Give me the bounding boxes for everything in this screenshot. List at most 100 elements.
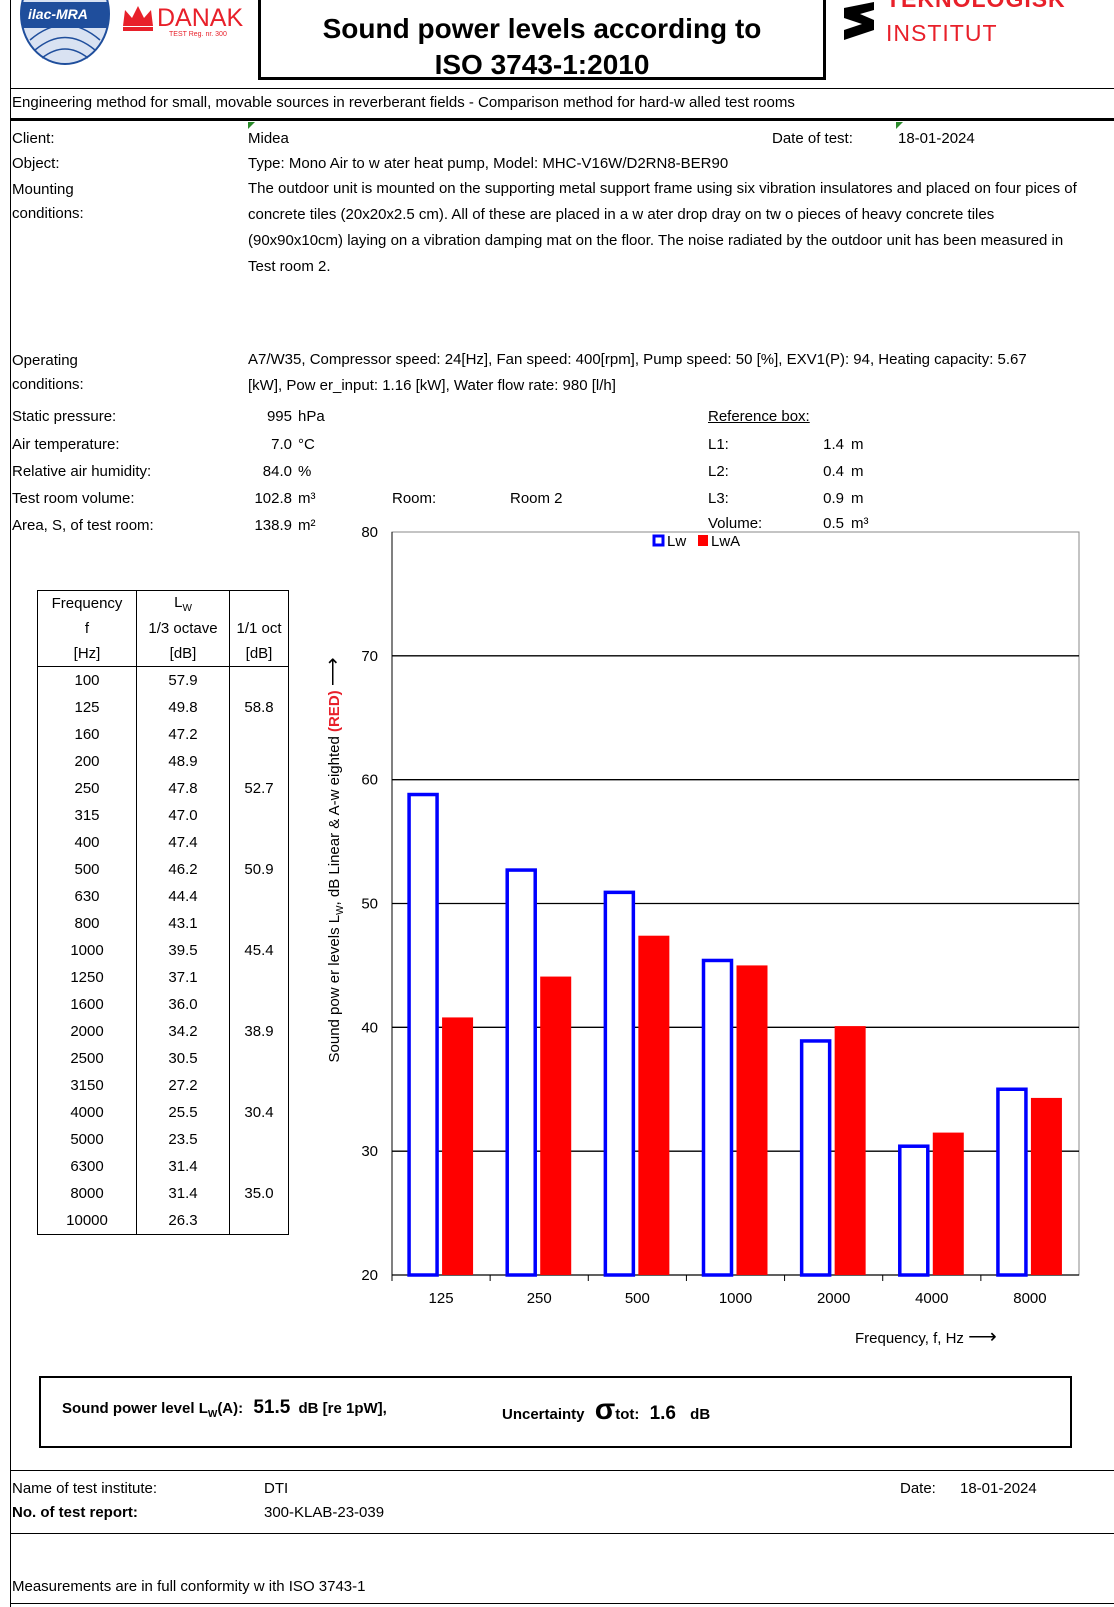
teknologisk-logo: TEKNOLOGISK INSTITUT [842, 0, 1114, 46]
ref-unit: m [851, 463, 864, 480]
third-octave-cell: 27.2 [136, 1072, 230, 1099]
room-volume-label: Test room volume: [12, 490, 135, 507]
table-header-cell: 1/1 oct [229, 616, 289, 641]
octave-cell [229, 829, 289, 856]
table-row: 1250 37.1 [37, 964, 289, 991]
octave-cell: 52.7 [229, 775, 289, 802]
table-header-cell: [Hz] [37, 641, 137, 667]
plot-area [391, 531, 1080, 1276]
room-area-unit: m² [298, 517, 316, 534]
sound-power-result: Sound power level LW(A): 51.5 dB [re 1pW… [62, 1397, 387, 1420]
y-tick-label: 40 [361, 1019, 378, 1036]
octave-cell: 50.9 [229, 856, 289, 883]
room-label: Room: [392, 490, 437, 507]
comment-marker [248, 122, 255, 129]
page-left-border [10, 0, 11, 1607]
air-temp-value: 7.0 [271, 436, 292, 453]
ref-unit: m [851, 436, 864, 453]
ref-value: 0.5 [823, 515, 844, 532]
ref-unit: m [851, 490, 864, 507]
third-octave-cell: 31.4 [136, 1180, 230, 1207]
y-tick-label: 50 [361, 896, 378, 913]
third-octave-cell: 57.9 [136, 666, 230, 694]
lwa-bar [932, 1132, 964, 1275]
ref-label: Volume: [708, 515, 763, 532]
lwa-bar [638, 935, 670, 1275]
frequency-cell: 160 [37, 721, 137, 748]
frequency-cell: 315 [37, 802, 137, 829]
ref-label: L3: [708, 490, 729, 507]
x-tick-label: 4000 [915, 1290, 948, 1307]
teknologisk-logo-line2: INSTITUT [886, 20, 998, 46]
lwa-bar [1030, 1097, 1062, 1275]
frequency-cell: 6300 [37, 1153, 137, 1180]
object-label: Object: [12, 155, 60, 172]
third-octave-cell: 31.4 [136, 1153, 230, 1180]
legend-label-lw: Lw [667, 533, 686, 550]
y-tick-label: 30 [361, 1143, 378, 1160]
lw-bar [799, 1039, 832, 1277]
mounting-value: The outdoor unit is mounted on the suppo… [248, 180, 1077, 275]
octave-cell [229, 1153, 289, 1180]
frequency-cell: 1250 [37, 964, 137, 991]
frequency-table: Frequency LW f 1/3 octave 1/1 oct [Hz] [… [37, 590, 289, 1235]
table-header-cell: [dB] [229, 641, 289, 667]
air-temp-unit: °C [298, 436, 315, 453]
third-octave-cell: 43.1 [136, 910, 230, 937]
frequency-cell: 10000 [37, 1207, 137, 1235]
table-header-row: Frequency LW [37, 590, 289, 616]
ref-value: 0.9 [823, 490, 844, 507]
mounting-label-2: conditions: [12, 205, 84, 222]
table-row: 160 47.2 [37, 721, 289, 748]
octave-cell [229, 1126, 289, 1153]
lw-bar [898, 1144, 930, 1277]
third-octave-cell: 47.8 [136, 775, 230, 802]
octave-cell: 30.4 [229, 1099, 289, 1126]
ref-value: 0.4 [823, 463, 844, 480]
third-octave-cell: 23.5 [136, 1126, 230, 1153]
legend-label-lwa: LwA [711, 533, 740, 550]
institute-value: DTI [264, 1480, 289, 1497]
third-octave-cell: 30.5 [136, 1045, 230, 1072]
legend-swatch-lw [652, 534, 665, 547]
table-row: 250 47.8 52.7 [37, 775, 289, 802]
table-row: 125 49.8 58.8 [37, 694, 289, 721]
frequency-cell: 500 [37, 856, 137, 883]
frequency-cell: 630 [37, 883, 137, 910]
danak-reg-text: TEST Reg. nr. 300 [169, 31, 227, 38]
humidity-unit: % [298, 463, 312, 480]
crown-icon [123, 6, 153, 31]
client-value: Midea [248, 130, 289, 147]
legend-swatch-lwa [698, 535, 708, 546]
third-octave-cell: 47.0 [136, 802, 230, 829]
octave-cell: 38.9 [229, 1018, 289, 1045]
table-row: 400 47.4 [37, 829, 289, 856]
third-octave-cell: 44.4 [136, 883, 230, 910]
table-row: 2000 34.2 38.9 [37, 1018, 289, 1045]
client-label: Client: [12, 130, 55, 147]
table-row: 2500 30.5 [37, 1045, 289, 1072]
third-octave-cell: 37.1 [136, 964, 230, 991]
table-header-cell: f [37, 616, 137, 641]
room-volume-unit: m³ [298, 490, 316, 507]
room-area-value: 138.9 [254, 517, 292, 534]
comment-marker [896, 122, 903, 129]
humidity-label: Relative air humidity: [12, 463, 152, 480]
third-octave-cell: 46.2 [136, 856, 230, 883]
ref-label: L2: [708, 463, 729, 480]
table-header-row: f 1/3 octave 1/1 oct [37, 616, 289, 641]
table-row: 500 46.2 50.9 [37, 856, 289, 883]
ilac-mra-logo: ilac-MRA [20, 0, 115, 68]
institute-label: Name of test institute: [12, 1480, 158, 1497]
frequency-cell: 200 [37, 748, 137, 775]
x-tick-label: 125 [429, 1290, 454, 1307]
octave-cell [229, 802, 289, 829]
static-pressure-label: Static pressure: [12, 408, 117, 425]
method-subtitle: Engineering method for small, movable so… [12, 94, 795, 111]
ref-unit: m³ [851, 515, 869, 532]
x-tick-label: 1000 [719, 1290, 752, 1307]
table-row: 1600 36.0 [37, 991, 289, 1018]
air-temp-label: Air temperature: [12, 436, 120, 453]
footer-top-rule [10, 1470, 1114, 1471]
frequency-cell: 100 [37, 666, 137, 694]
